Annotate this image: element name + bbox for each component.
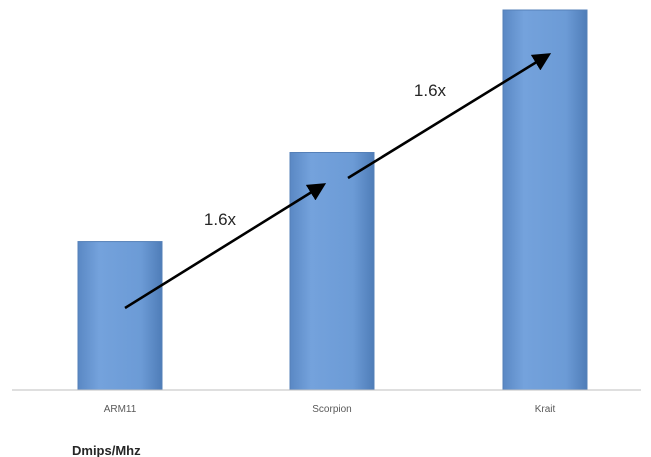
y-axis-label: Dmips/Mhz: [72, 443, 141, 457]
bar-arm11: [77, 241, 163, 391]
growth-arrow-1: [124, 183, 327, 310]
x-tick-labels: ARM11 Scorpion Krait: [104, 404, 556, 415]
x-tick-label-scorpion: Scorpion: [312, 404, 351, 415]
x-tick-label-arm11: ARM11: [104, 404, 137, 415]
growth-arrows: 1.6x 1.6x: [124, 53, 552, 310]
bars-group: [77, 9, 588, 391]
growth-annotation-1: 1.6x: [204, 210, 237, 229]
bar-krait: [502, 9, 588, 391]
growth-arrow-2: [347, 53, 552, 180]
bar-scorpion: [289, 152, 375, 391]
growth-annotation-2: 1.6x: [414, 81, 447, 100]
x-tick-label-krait: Krait: [535, 404, 556, 415]
